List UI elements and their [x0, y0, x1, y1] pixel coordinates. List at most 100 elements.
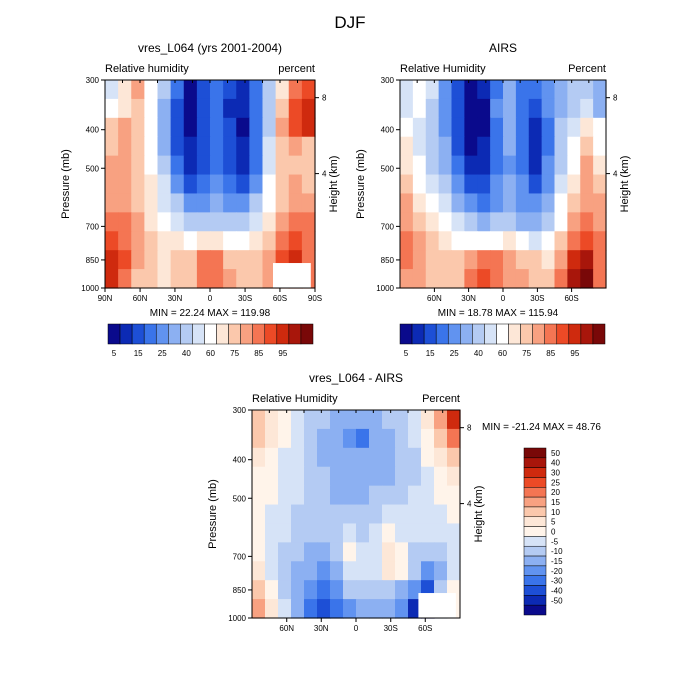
heatmap-cell: [183, 212, 198, 232]
heatmap-cell: [291, 410, 305, 430]
heatmap-cell: [369, 561, 383, 581]
heatmap-cell: [157, 231, 172, 251]
y-tick-label: 850: [381, 256, 395, 265]
colorbar-swatch: [523, 545, 547, 557]
heatmap-cell: [412, 193, 427, 213]
heatmap-cell: [438, 98, 453, 119]
colorbar-swatch: [568, 323, 582, 345]
y-tick-label: 1000: [376, 284, 394, 293]
heatmap-cell: [395, 599, 409, 619]
heatmap-cell: [447, 447, 461, 468]
heatmap-cell: [451, 250, 465, 270]
heatmap-cell: [210, 174, 224, 195]
min-max-label: MIN = -21.24 MAX = 48.76: [482, 422, 601, 433]
heatmap-cell: [400, 193, 414, 213]
heatmap-cell: [330, 580, 344, 600]
heatmap-cell: [541, 117, 556, 138]
heatmap-cell: [252, 447, 266, 468]
heatmap-cell: [288, 80, 303, 100]
colorbar-label: 60: [206, 349, 215, 358]
colorbar-swatch: [523, 595, 547, 606]
colorbar-label: 5: [404, 349, 409, 358]
heatmap-cell: [330, 599, 344, 619]
heatmap-cell: [400, 212, 414, 232]
heatmap-cell: [490, 250, 504, 270]
colorbar-swatch: [143, 323, 157, 345]
heatmap-cell: [262, 193, 277, 213]
heatmap-cell: [157, 250, 172, 270]
heatmap-cell: [356, 410, 370, 430]
heatmap-cell: [528, 80, 543, 100]
colorbar-label: 40: [474, 349, 483, 358]
heatmap-cell: [157, 136, 172, 157]
heatmap-cell: [291, 428, 305, 449]
heatmap-cell: [490, 136, 504, 157]
heatmap-cell: [369, 485, 383, 506]
heatmap-cell: [382, 504, 396, 525]
colorbar-swatch: [240, 323, 253, 345]
x-tick-label: 0: [501, 294, 506, 303]
heatmap-cell: [288, 231, 303, 251]
heatmap-cell: [157, 212, 172, 232]
heatmap-cell: [412, 174, 427, 195]
heatmap-cell: [144, 231, 159, 251]
heatmap-cell: [157, 80, 172, 100]
heatmap-cell: [252, 428, 266, 449]
heatmap-cell: [412, 80, 427, 100]
heatmap-cell: [567, 80, 581, 100]
heatmap-cell: [304, 599, 318, 619]
heatmap-cell: [541, 193, 556, 213]
heatmap-cell: [252, 485, 266, 506]
heatmap-cell: [477, 231, 491, 251]
heatmap-cell: [412, 269, 427, 289]
colorbar-label: 40: [182, 349, 191, 358]
colorbar-label: 85: [546, 349, 555, 358]
heatmap-cell: [343, 561, 357, 581]
heatmap-cell: [451, 136, 465, 157]
heatmap-cell: [425, 117, 440, 138]
colorbar: 5 15 25 40 60 75 85 95: [399, 323, 606, 358]
heatmap-cell: [196, 98, 211, 119]
heatmap-cell: [265, 485, 279, 506]
heatmap-cell: [275, 136, 290, 157]
min-max-label: MIN = 18.78 MAX = 115.94: [438, 308, 559, 319]
heatmap-cell: [262, 231, 277, 251]
heatmap-cell: [105, 269, 119, 289]
x-tick-label: 30S: [384, 624, 398, 633]
colorbar-swatch: [276, 323, 290, 345]
heatmap-cell: [275, 193, 290, 213]
colorbar-label: 75: [522, 349, 531, 358]
heatmap-cell: [157, 155, 172, 176]
heatmap-cell: [157, 193, 172, 213]
heatmap-cell: [382, 466, 396, 487]
heatmap-cell: [447, 561, 461, 581]
heatmap-cell: [118, 80, 132, 100]
heatmap-cell: [382, 410, 396, 430]
heatmap-cell: [118, 136, 132, 157]
colorbar-label: -5: [551, 537, 559, 546]
heatmap-cell: [131, 269, 145, 289]
heatmap-cell: [356, 580, 370, 600]
heatmap-cell: [223, 212, 237, 232]
min-max-label: MIN = 22.24 MAX = 119.98: [150, 308, 271, 319]
heatmap-cell: [317, 466, 331, 487]
panel-1: vres_L064 (yrs 2001-2004) Relative humidi…: [60, 41, 340, 358]
heatmap-cell: [567, 136, 581, 157]
right-string: Percent: [568, 63, 606, 75]
heatmap-cell: [304, 428, 318, 449]
heatmap-cell: [343, 428, 357, 449]
heatmap-cell: [223, 250, 237, 270]
heatmap-cell: [131, 98, 145, 119]
heatmap-cell: [400, 155, 414, 176]
colorbar-label: 20: [551, 488, 560, 497]
heatmap-cell: [236, 193, 250, 213]
heatmap-cell: [170, 250, 185, 270]
heatmap-cell: [275, 212, 290, 232]
heatmap-cell: [541, 250, 556, 270]
colorbar-swatch: [580, 323, 594, 345]
heatmap-cell: [451, 155, 465, 176]
heatmap-cell: [210, 117, 224, 138]
heatmap-cell: [408, 447, 422, 468]
colorbar-label: 25: [551, 478, 560, 487]
